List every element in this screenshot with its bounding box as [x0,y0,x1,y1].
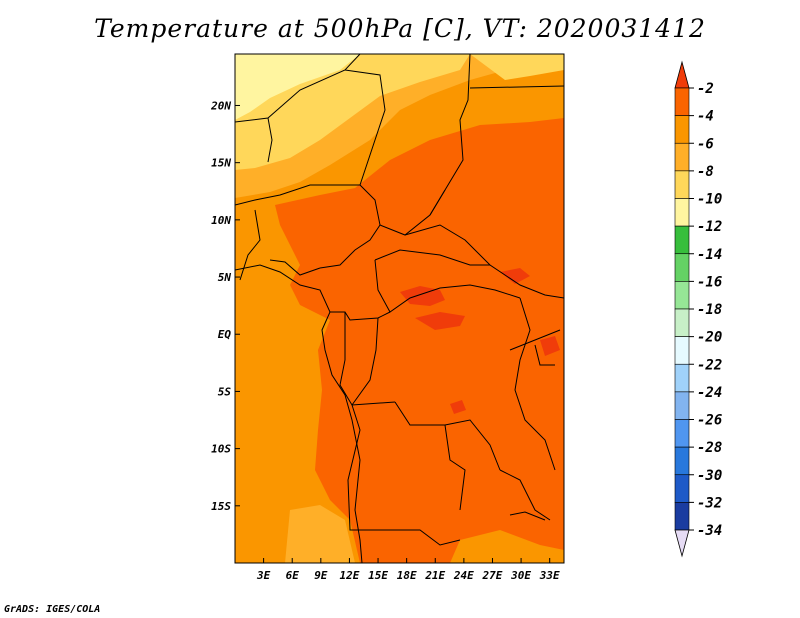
lon-tick-label: 12E [339,569,359,582]
colorbar-level-label: -14 [697,247,722,263]
colorbar-level-label: -34 [697,523,722,539]
colorbar-level-label: -10 [697,192,722,208]
colorbar-level-label: -32 [697,495,722,511]
lon-tick-label: 24E [453,569,474,582]
colorbar-swatch [674,253,690,282]
colorbar-level-label: -4 [697,109,714,125]
colorbar-level-label: -6 [697,136,714,152]
colorbar-swatch [674,87,690,116]
colorbar-level-label: -16 [697,274,722,290]
colorbar-swatch [674,336,690,365]
colorbar-swatch [674,225,690,255]
colorbar: -2 -4 -6 -8 -10 -12 -14 -16 -18 -20 -22 -24 -26 -28 -3… [674,60,722,558]
country-borders [235,54,564,546]
lon-tick-label: 18E [397,569,417,582]
temperature-field [235,54,564,563]
colorbar-swatch [674,198,690,227]
lat-tick-label: 5N [218,271,232,284]
lat-tick-label: 20N [210,99,231,112]
lat-tick-label: 10S [211,443,231,456]
lon-tick-label: 21E [424,569,445,582]
colorbar-level-label: -12 [697,219,722,235]
colorbar-level-label: -30 [697,468,722,484]
lon-tick-label: 9E [314,569,328,582]
colorbar-swatch [674,474,690,503]
lon-tick-label: 3E [256,569,271,582]
map-frame [234,53,565,564]
lon-tick-label: 15E [368,569,388,582]
colorbar-level-label: -26 [697,413,722,429]
colorbar-level-label: -24 [697,385,722,401]
colorbar-swatch [674,170,690,199]
colorbar-level-label: -28 [697,440,722,456]
colorbar-top-arrow [674,60,690,89]
grads-credit: GrADS: IGES/COLA [4,604,101,615]
colorbar-swatch [674,142,690,172]
colorbar-level-label: -2 [697,81,714,97]
lon-tick-label: 27E [482,569,503,582]
colorbar-swatch [674,446,690,476]
map-title: Temperature at 500hPa [C], VT: 202003141… [94,14,706,43]
lat-tick-label: 5S [218,385,232,398]
colorbar-swatch [674,391,690,420]
colorbar-swatch [674,281,690,310]
axis-ticks: 3E 6E 9E 12E 15E 18E 21E 24E 27E 30E 33E 20N 15N 10N 5… [210,99,560,582]
colorbar-level-label: -18 [697,302,722,318]
colorbar-swatch [674,308,690,337]
lat-tick-label: 10N [211,214,231,227]
lon-tick-label: 6E [286,569,300,582]
colorbar-level-label: -22 [697,357,722,373]
lat-tick-label: EQ [218,328,232,341]
lat-tick-label: 15N [211,157,231,170]
colorbar-swatch [674,115,690,144]
lon-tick-label: 30E [510,569,531,582]
colorbar-swatch [674,363,690,393]
colorbar-level-label: -8 [697,164,714,180]
colorbar-level-label: -20 [697,330,722,346]
lon-tick-label: 33E [539,569,560,582]
colorbar-swatch [674,502,690,531]
colorbar-bottom-arrow [674,529,690,558]
lat-tick-label: 15S [211,500,231,513]
colorbar-swatch [674,419,690,448]
